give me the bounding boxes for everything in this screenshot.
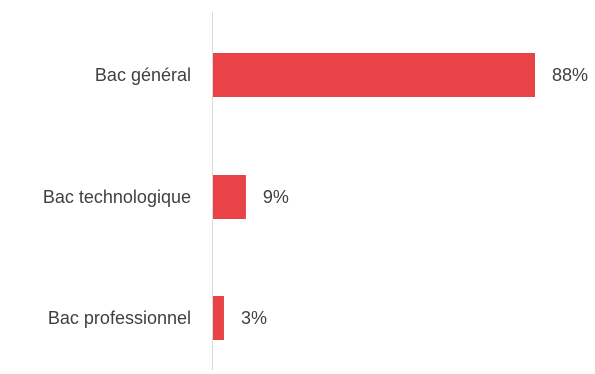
bar (213, 296, 224, 340)
category-label: Bac technologique (43, 187, 191, 207)
data-label: 9% (263, 187, 289, 207)
data-label: 3% (241, 308, 267, 328)
bar (213, 175, 246, 219)
category-label: Bac professionnel (48, 308, 191, 328)
bar (213, 53, 535, 97)
category-label: Bac général (95, 65, 191, 85)
data-label: 88% (552, 65, 588, 85)
